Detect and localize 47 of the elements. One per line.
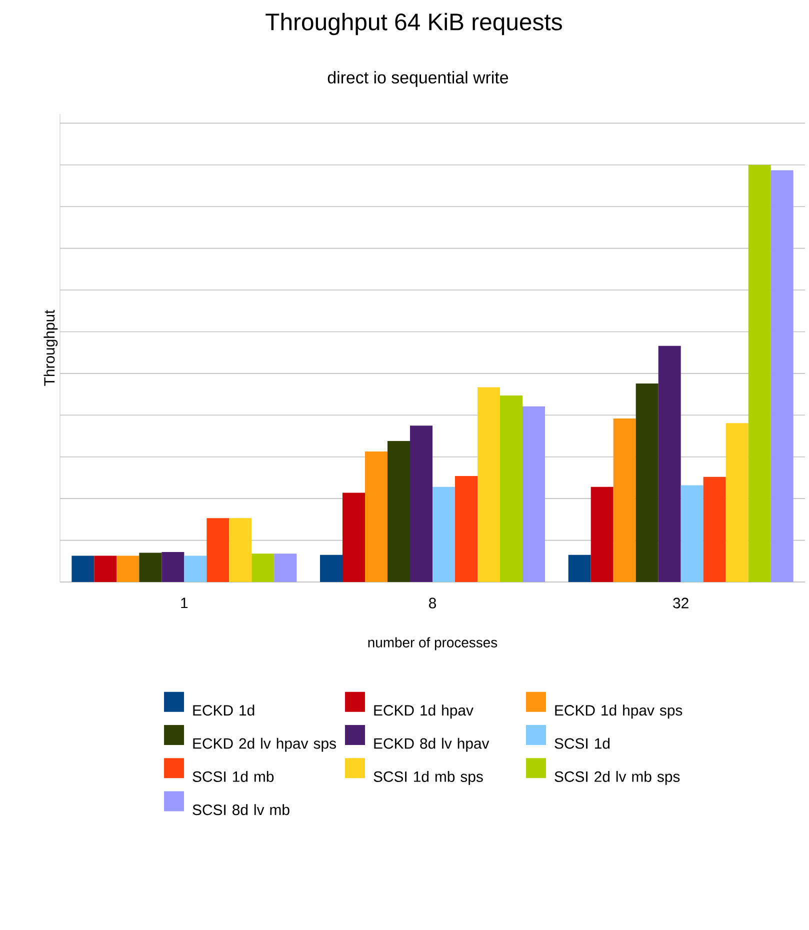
bar xyxy=(590,486,614,582)
x-tick-label: 1 xyxy=(181,598,188,608)
bar xyxy=(162,552,184,582)
bar xyxy=(72,556,94,582)
bar xyxy=(478,387,500,582)
bar xyxy=(184,556,207,582)
legend-label: ECKD 1d hpav xyxy=(374,704,474,719)
bar xyxy=(252,554,274,582)
bar xyxy=(432,486,456,582)
bar xyxy=(455,476,478,582)
bar xyxy=(500,396,523,582)
bar xyxy=(139,552,162,582)
legend-label: SCSI 1d mb xyxy=(192,770,274,782)
bar xyxy=(320,554,343,582)
bar xyxy=(94,556,117,582)
x-tick-label: 32 xyxy=(673,598,688,608)
bar xyxy=(726,423,748,582)
bar xyxy=(770,170,794,582)
bar xyxy=(522,406,546,582)
bar xyxy=(636,383,658,582)
bar xyxy=(410,426,433,582)
bar xyxy=(116,556,140,582)
bar xyxy=(568,554,591,582)
legend-label: ECKD 1d xyxy=(193,704,254,716)
x-tick-label: 8 xyxy=(429,598,436,608)
bar xyxy=(342,492,366,582)
bar xyxy=(365,451,388,582)
bar xyxy=(388,441,410,582)
legend-label: ECKD 1d hpav sps xyxy=(555,704,682,719)
x-axis-title: number of processes xyxy=(368,637,498,650)
legend-label: SCSI 2d lv mb sps xyxy=(554,770,680,785)
bar xyxy=(274,554,297,582)
bar xyxy=(703,476,726,582)
legend-label: ECKD 8d lv hpav xyxy=(374,738,490,752)
bar xyxy=(206,518,230,582)
bar xyxy=(658,346,681,582)
chart-title: Throughput 64 KiB requests xyxy=(266,12,562,36)
bar xyxy=(613,418,636,582)
legend-label: ECKD 2d lv hpav sps xyxy=(193,738,336,752)
legend-label: SCSI 8d lv mb xyxy=(192,804,290,816)
legend-label: SCSI 1d xyxy=(554,738,610,749)
legend-label: SCSI 1d mb sps xyxy=(374,770,483,785)
bar xyxy=(229,518,252,582)
bar xyxy=(680,485,704,582)
y-axis-title: Throughput xyxy=(44,310,58,386)
chart-subtitle: direct io sequential write xyxy=(328,71,508,87)
bar xyxy=(748,164,771,582)
